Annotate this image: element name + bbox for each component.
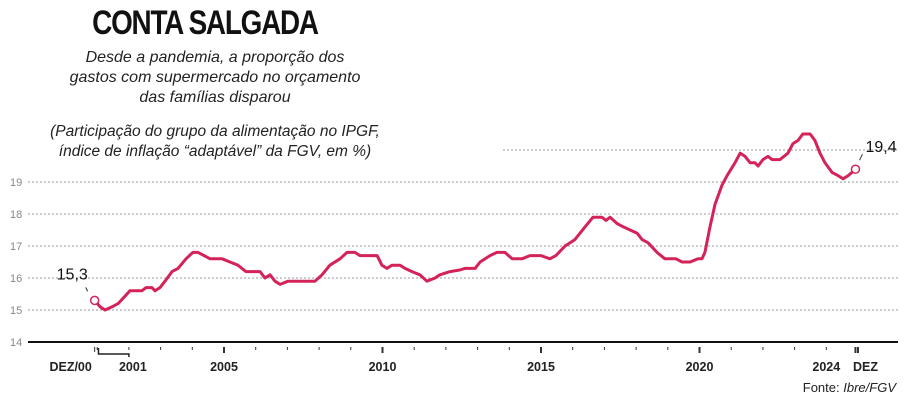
annotation-marker bbox=[850, 164, 861, 174]
annotation-marker bbox=[89, 295, 100, 306]
y-tick-label: 15 bbox=[10, 305, 22, 317]
x-tick-label: 2015 bbox=[527, 360, 555, 374]
source-label: Fonte: bbox=[802, 380, 840, 395]
subtitle-line: gastos com supermercado no orçamento bbox=[69, 69, 361, 86]
chart-title: CONTA SALGADA bbox=[92, 4, 319, 42]
x-tick-label: DEZ/00 bbox=[49, 360, 91, 374]
y-tick-label: 19 bbox=[10, 177, 22, 189]
x-tick-label: 2005 bbox=[210, 360, 238, 374]
year-2001-bracket bbox=[97, 348, 130, 357]
chart-subtitle: Desde a pandemia, a proporção dos gastos… bbox=[0, 48, 430, 108]
annotation-label: 15,3 bbox=[57, 266, 88, 283]
x-tick-label: DEZ bbox=[853, 360, 878, 374]
y-tick-label: 17 bbox=[10, 241, 22, 253]
x-tick-label: 2001 bbox=[119, 360, 147, 374]
x-tick-label: 2024 bbox=[812, 360, 840, 374]
chart-note: (Participação do grupo da alimentação no… bbox=[0, 122, 430, 162]
x-tick-label: 2020 bbox=[686, 360, 714, 374]
source-note: Fonte: Ibre/FGV bbox=[803, 380, 896, 395]
series-line bbox=[93, 132, 857, 312]
subtitle-line: das famílias disparou bbox=[139, 89, 291, 106]
y-tick-label: 18 bbox=[10, 209, 22, 221]
source-name: Ibre/FGV bbox=[843, 380, 896, 395]
y-tick-label: 14 bbox=[10, 337, 22, 349]
x-tick-label: 2010 bbox=[369, 360, 397, 374]
y-tick-label: 16 bbox=[10, 273, 22, 285]
annotation-label: 19,4 bbox=[865, 139, 896, 156]
note-line: índice de inflação “adaptável” da FGV, e… bbox=[58, 143, 372, 160]
annotation-leader bbox=[859, 153, 863, 161]
subtitle-line: Desde a pandemia, a proporção dos bbox=[85, 49, 345, 66]
annotation-leader bbox=[85, 287, 89, 292]
note-line: (Participação do grupo da alimentação no… bbox=[50, 123, 380, 140]
